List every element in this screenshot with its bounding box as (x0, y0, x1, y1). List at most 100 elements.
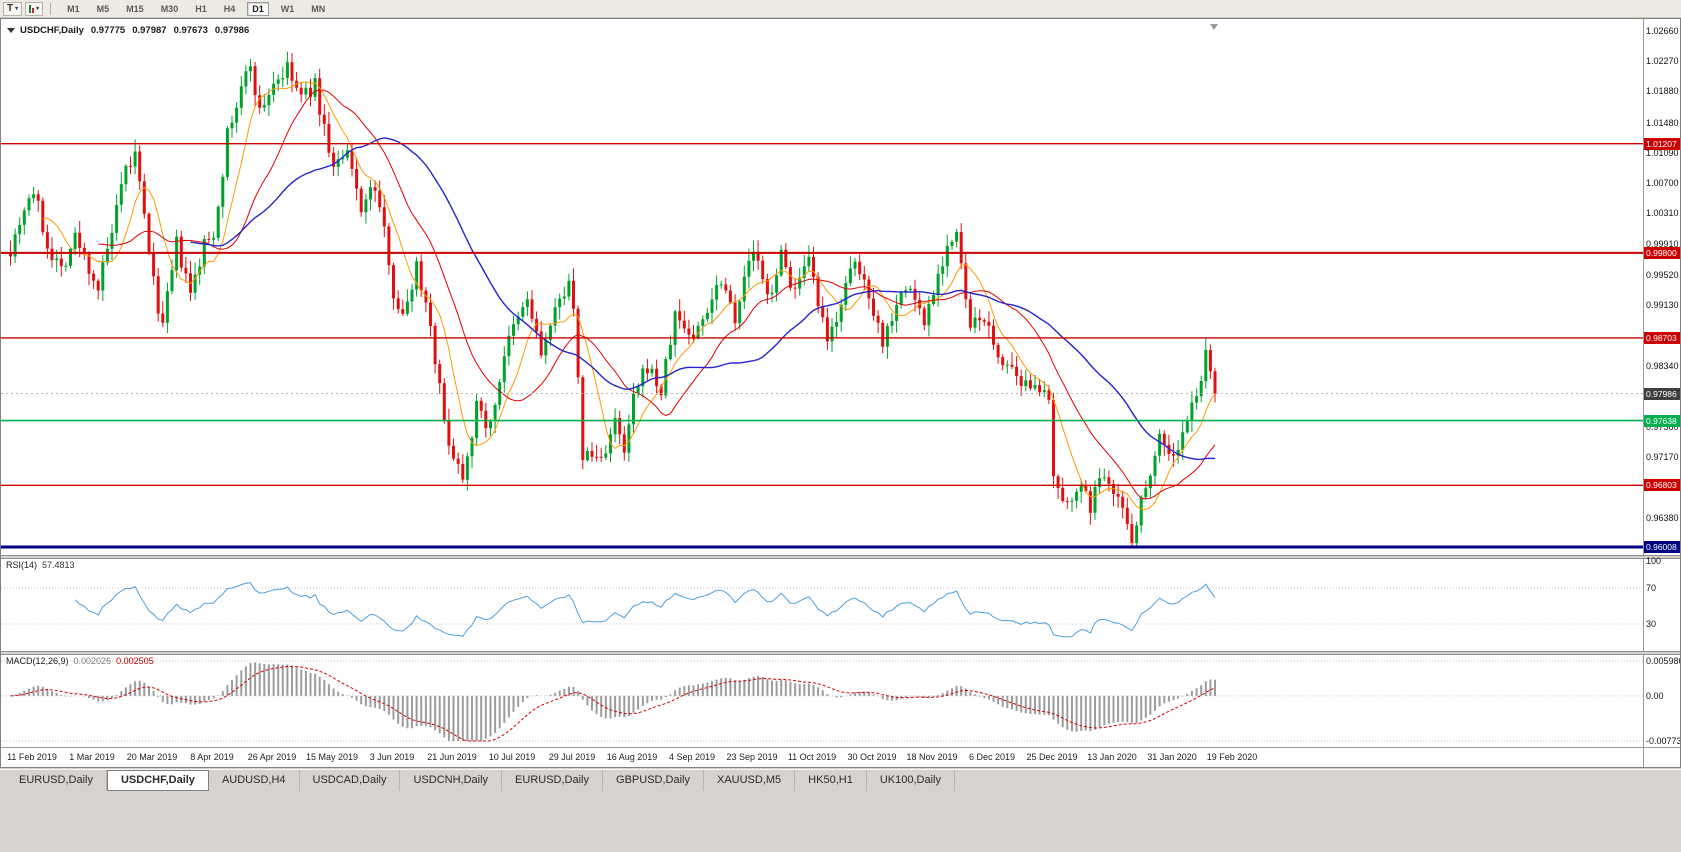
macd-signal-line (10, 665, 1216, 742)
date-axis-label: 13 Jan 2020 (1087, 752, 1137, 762)
tab-xauusd-m5[interactable]: XAUUSD,M5 (704, 770, 796, 791)
date-axis-label: 18 Nov 2019 (906, 752, 958, 762)
tab-usdchf-daily[interactable]: USDCHF,Daily (106, 770, 209, 791)
chart-title: USDCHF,Daily 0.97775 0.97987 0.97673 0.9… (7, 25, 249, 36)
price-axis-label: 1.02270 (1646, 56, 1679, 67)
tab-uk100-daily[interactable]: UK100,Daily (867, 770, 955, 791)
timeframe-m1-button[interactable]: M1 (67, 3, 80, 14)
chart-symbol-label: USDCHF,Daily (20, 25, 84, 36)
price-axis-label: 1.02660 (1646, 25, 1679, 36)
price-axis[interactable]: 1.02660 1.02270 1.01880 1.01480 1.01090 1.007… (1644, 19, 1680, 767)
price-axis-label: 1.01090 (1646, 147, 1679, 158)
price-axis-label: 1.00310 (1646, 208, 1679, 219)
price-axis-label: 0.99520 (1646, 269, 1679, 280)
timeframe-m30-button[interactable]: M30 (160, 3, 179, 14)
chart-type-button[interactable]: ▾ (25, 1, 44, 16)
text-tool-label: T (7, 3, 14, 14)
date-axis-label: 23 Sep 2019 (726, 752, 778, 762)
quick-trade-arrow-icon[interactable] (7, 28, 15, 33)
up-candle-wicks (14, 51, 1207, 548)
price-axis-separator (1643, 19, 1644, 767)
rsi-panel (1, 582, 1643, 638)
timeframe-group: M1 M5 M15 M30 H1 H4 D1 W1 MN (62, 1, 330, 16)
toolbar-separator (50, 2, 52, 15)
timeframe-mn-button[interactable]: MN (311, 3, 326, 14)
down-candle-wicks (10, 53, 1216, 547)
date-axis-label: 4 Sep 2019 (668, 752, 716, 762)
main-price-panel (1, 51, 1643, 549)
macd-axis-label: -0.007731 (1646, 736, 1680, 746)
price-axis-label: 0.96380 (1646, 513, 1679, 524)
timeframe-w1-button[interactable]: W1 (280, 3, 295, 14)
date-axis-label: 15 May 2019 (305, 752, 359, 762)
rsi-label: RSI(14) 57.4813 (6, 560, 75, 570)
macd-histogram (14, 662, 1216, 741)
timeframe-m5-button[interactable]: M5 (96, 3, 110, 14)
price-axis-label: 0.97560 (1646, 421, 1679, 432)
chart-shift-marker-icon[interactable] (1210, 24, 1218, 30)
macd-main-value: 0.002026 (73, 656, 112, 666)
date-axis-label: 20 Mar 2019 (126, 752, 178, 762)
date-axis-label: 21 Jun 2019 (427, 752, 477, 762)
rsi-line (74, 582, 1216, 638)
timeframe-h1-button[interactable]: H1 (195, 3, 207, 14)
tab-audusd-h4[interactable]: AUDUSD,H4 (209, 770, 300, 791)
level-price-badge: 0.98703 (1644, 331, 1680, 344)
panel-splitter[interactable] (1, 651, 1680, 655)
tab-eurusd-daily[interactable]: EURUSD,Daily (502, 770, 604, 791)
timeframe-d1-button[interactable]: D1 (247, 1, 269, 16)
price-axis-label: 1.01880 (1646, 86, 1679, 97)
tab-hk50-h1[interactable]: HK50,H1 (795, 770, 867, 791)
chart-tab-bar: EURUSD,Daily USDCHF,Daily AUDUSD,H4 USDCAD,… (0, 769, 1681, 791)
rsi-axis-label: 70 (1646, 583, 1657, 593)
price-axis-label: 1.01480 (1646, 117, 1679, 128)
level-price-badge: 0.96008 (1644, 540, 1680, 553)
rsi-axis-label: 100 (1646, 556, 1662, 566)
tab-usdcnh-daily[interactable]: USDCNH,Daily (400, 770, 503, 791)
rsi-value: 57.4813 (42, 560, 75, 570)
caret-down-icon: ▾ (36, 5, 40, 12)
level-price-badge: 0.97638 (1644, 414, 1680, 427)
macd-name: MACD(12,26,9) (6, 656, 69, 666)
date-axis-label: 10 Jul 2019 (488, 752, 536, 762)
caret-down-icon: ▾ (15, 5, 19, 12)
date-axis-label: 8 Apr 2019 (190, 752, 234, 762)
date-axis-label: 3 Jun 2019 (369, 752, 415, 762)
date-axis-label: 11 Feb 2019 (7, 752, 57, 762)
ohlc-open: 0.97775 (90, 25, 126, 36)
chart-canvas[interactable] (1, 19, 1681, 768)
price-axis-label: 0.98340 (1646, 361, 1679, 372)
price-axis-label: 1.00700 (1646, 178, 1679, 189)
tab-eurusd-daily[interactable]: EURUSD,Daily (6, 770, 107, 791)
price-axis-label: 0.99910 (1646, 239, 1679, 250)
date-axis-label: 31 Jan 2020 (1147, 752, 1197, 762)
date-axis[interactable]: 11 Feb 2019 1 Mar 2019 20 Mar 2019 8 Apr 20… (1, 748, 1643, 767)
date-axis-label: 19 Feb 2020 (1206, 752, 1258, 762)
level-price-badge: 1.01207 (1644, 137, 1680, 150)
tab-gbpusd-daily[interactable]: GBPUSD,Daily (603, 770, 704, 791)
date-axis-label: 1 Mar 2019 (69, 752, 115, 762)
date-axis-label: 30 Oct 2019 (847, 752, 897, 762)
price-axis-label: 0.99130 (1646, 299, 1679, 310)
chart-window[interactable]: USDCHF,Daily 0.97775 0.97987 0.97673 0.9… (0, 18, 1681, 768)
text-tool-button[interactable]: T ▾ (3, 1, 23, 16)
macd-axis-label: 0.00 (1646, 690, 1664, 701)
ohlc-high: 0.97987 (132, 25, 167, 36)
ohlc-close: 0.97986 (214, 25, 250, 36)
timeframe-h4-button[interactable]: H4 (223, 3, 236, 14)
tab-usdcad-daily[interactable]: USDCAD,Daily (300, 770, 401, 791)
toolbar: T ▾ ▾ M1 M5 M15 M30 H1 H4 D1 W1 MN (0, 0, 1681, 18)
macd-panel (1, 660, 1643, 742)
date-axis-label: 11 Oct 2019 (787, 752, 837, 762)
ma-medium-line (98, 89, 1216, 500)
up-candle-bodies (13, 62, 1208, 544)
timeframe-m15-button[interactable]: M15 (126, 3, 144, 14)
ohlc-low: 0.97673 (173, 25, 208, 36)
panel-splitter[interactable] (1, 555, 1680, 559)
level-price-badge: 0.96803 (1644, 479, 1680, 492)
current-price-badge: 0.97986 (1644, 387, 1680, 400)
rsi-name: RSI(14) (6, 560, 38, 570)
ma-slow-line (190, 137, 1216, 461)
date-axis-label: 25 Dec 2019 (1026, 752, 1078, 762)
